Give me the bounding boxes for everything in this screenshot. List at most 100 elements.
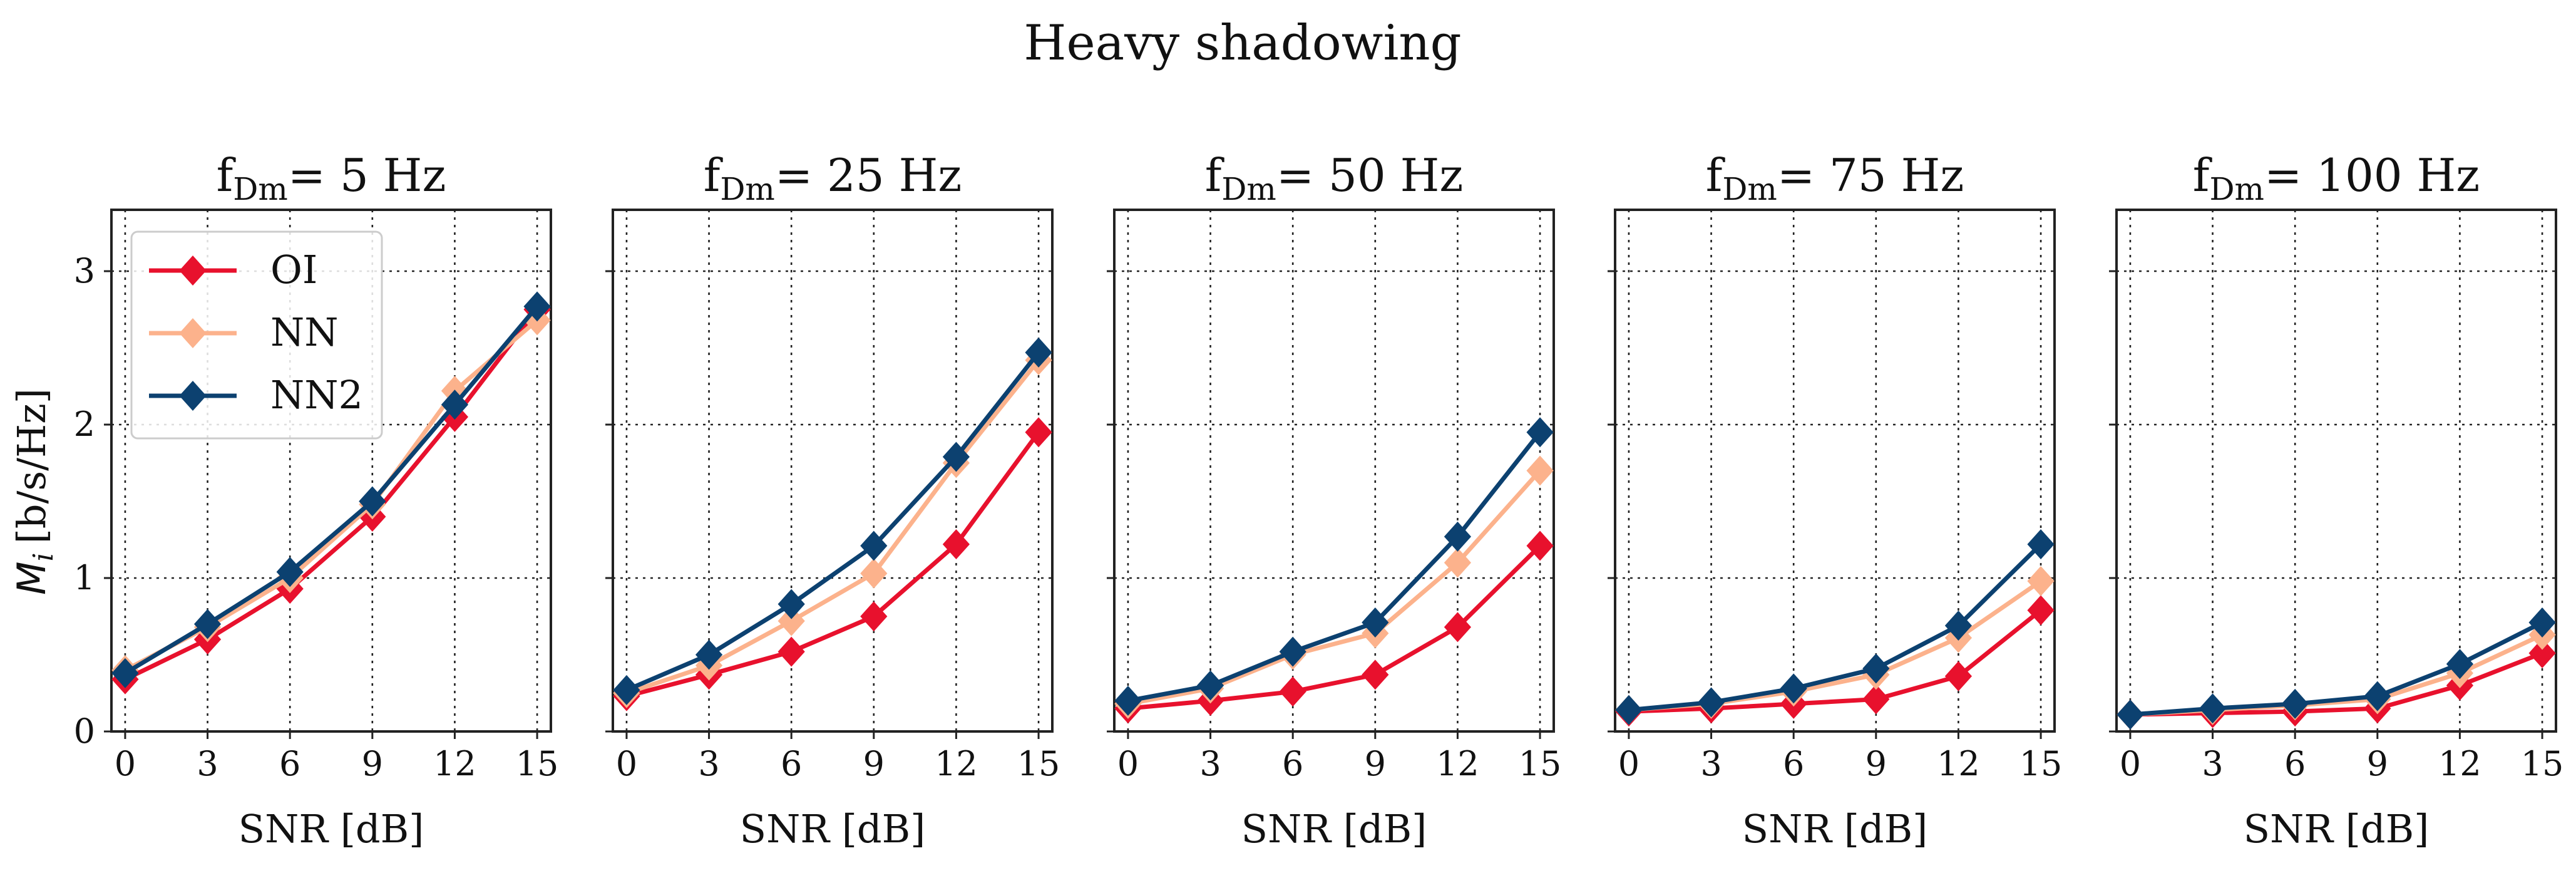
series-line-nn2 (2130, 620, 2543, 717)
legend-label-nn2: NN2 (270, 372, 363, 418)
x-tick-label: 15 (2521, 744, 2564, 783)
panel-title-suffix: = 50 Hz (1276, 149, 1463, 202)
data-point-nn2 (111, 658, 139, 688)
x-tick-label: 0 (1117, 744, 1139, 783)
x-tick-label: 0 (2120, 744, 2141, 783)
panel-title-subscript: Dm (1722, 171, 1777, 207)
series-line-nn (625, 358, 1040, 696)
data-point-oi (2528, 638, 2556, 669)
x-tick-label: 6 (2284, 744, 2306, 783)
x-tick-label: 9 (863, 744, 885, 783)
panel-4: fDm= 75 Hz 0 3 6 9 12 15 SNR [dB] (1608, 149, 2062, 852)
series-line-nn2 (1628, 542, 2043, 713)
panel-title-subscript: Dm (233, 171, 288, 207)
y-tick-label: 2 (74, 405, 95, 444)
axes-frame (2115, 209, 2557, 733)
data-point-nn2 (2027, 529, 2055, 560)
data-point-nn2 (1114, 686, 1142, 716)
data-point-nn2 (1526, 417, 1554, 448)
y-tick-label: 3 (74, 251, 95, 291)
data-point-nn (1444, 547, 1472, 578)
axes-frame (1614, 209, 2056, 733)
legend-marker-nn2 (179, 381, 207, 411)
data-point-nn2 (1279, 636, 1306, 667)
x-tick-label: 12 (1436, 744, 1479, 783)
data-point-nn2 (2364, 681, 2391, 711)
panel-title-subscript: Dm (2209, 171, 2264, 207)
data-point-nn2 (860, 530, 888, 561)
series-line-nn2 (124, 305, 539, 675)
panel-title-suffix: = 100 Hz (2264, 149, 2480, 202)
panel-title-suffix: = 25 Hz (775, 149, 962, 202)
data-point-nn2 (276, 557, 304, 587)
data-point-nn2 (1025, 337, 1052, 368)
y-tick-label: 0 (74, 711, 95, 751)
data-point-oi (1526, 530, 1554, 561)
x-tick-label: 12 (433, 744, 476, 783)
data-point-nn2 (441, 390, 469, 420)
data-point-nn2 (1780, 673, 1807, 704)
panel-title: fDm= 100 Hz (2193, 149, 2480, 207)
panel-3: fDm= 50 Hz 0 3 6 9 12 15 SNR [dB] (1107, 149, 1561, 852)
panel-title-prefix: f (1706, 149, 1725, 202)
x-tick-label: 9 (1365, 744, 1386, 783)
data-point-nn2 (359, 486, 386, 517)
x-tick-label: 3 (1199, 744, 1221, 783)
data-point-oi (2027, 595, 2055, 626)
data-point-nn (860, 558, 888, 589)
series-line-oi (626, 431, 1040, 699)
x-tick-label: 0 (1618, 744, 1640, 783)
x-tick-label: 15 (2019, 744, 2063, 783)
panel-title: fDm= 75 Hz (1706, 149, 1964, 207)
data-point-nn2 (2446, 649, 2474, 679)
data-point-nn2 (193, 609, 222, 639)
panel-title-prefix: f (704, 149, 723, 202)
data-point-nn2 (1697, 687, 1725, 718)
data-point-nn2 (695, 639, 723, 670)
data-point-nn2 (777, 589, 805, 619)
y-axis-label-symbol: M (9, 561, 54, 595)
data-point-nn2 (523, 291, 551, 322)
data-point-nn2 (613, 674, 640, 705)
legend-label-nn: NN (270, 309, 339, 355)
legend-marker-oi (179, 256, 207, 286)
panel-title-prefix: f (1205, 149, 1224, 202)
data-point-oi (1362, 659, 1389, 690)
x-tick-label: 9 (1865, 744, 1887, 783)
x-axis-label: SNR [dB] (740, 806, 926, 852)
panel-title: fDm= 5 Hz (217, 149, 446, 207)
x-tick-label: 9 (2367, 744, 2388, 783)
x-axis-label: SNR [dB] (239, 806, 424, 852)
panel-title-suffix: = 5 Hz (288, 149, 446, 202)
x-tick-label: 6 (1282, 744, 1303, 783)
data-point-oi (860, 601, 888, 632)
x-tick-label: 12 (2438, 744, 2481, 783)
x-tick-label: 3 (1700, 744, 1722, 783)
x-tick-label: 3 (2202, 744, 2223, 783)
data-point-oi (1444, 612, 1472, 643)
axes-frame (1113, 209, 1555, 733)
data-point-nn2 (2528, 607, 2556, 638)
x-tick-label: 15 (1519, 744, 1562, 783)
data-point-nn (2027, 566, 2055, 596)
y-axis-label-subscript: i (28, 552, 59, 561)
y-axis-label-units: [b/s/Hz] (9, 388, 54, 544)
panel-title: fDm= 25 Hz (704, 149, 962, 207)
data-point-oi (777, 636, 805, 667)
data-point-nn2 (942, 442, 970, 472)
panel-title-suffix: = 75 Hz (1777, 149, 1964, 202)
panel-2: fDm= 25 Hz 0 3 6 9 12 15 SNR [dB] (605, 149, 1060, 852)
x-axis-label: SNR [dB] (1742, 806, 1928, 852)
data-point-nn2 (1944, 610, 1973, 641)
x-axis-label: SNR [dB] (1241, 806, 1427, 852)
x-tick-label: 0 (115, 744, 136, 783)
panel-5: fDm= 100 Hz 0 3 6 9 12 15 SNR [dB] (2109, 149, 2563, 852)
data-point-nn2 (1196, 670, 1224, 701)
y-axis-label: Mi [b/s/Hz] (9, 388, 59, 595)
x-tick-label: 0 (616, 744, 637, 783)
data-point-nn (777, 606, 805, 636)
series-line-oi (1127, 544, 1542, 711)
x-tick-label: 6 (1783, 744, 1804, 783)
legend: OI NN NN2 (130, 230, 383, 440)
